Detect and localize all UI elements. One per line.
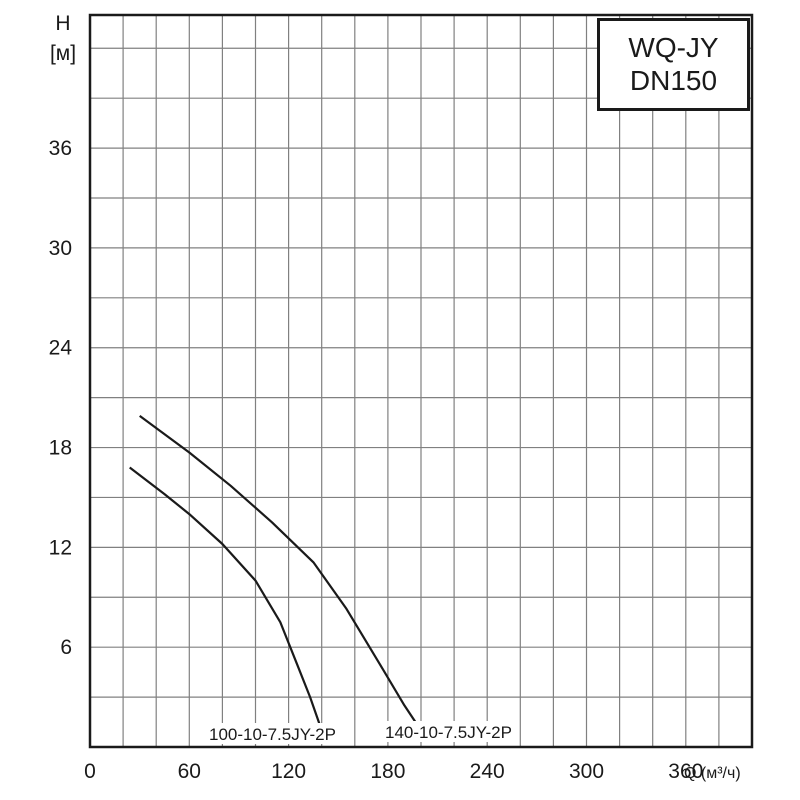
grid-lines: [90, 15, 752, 747]
series-label-background: [207, 723, 338, 744]
y-axis-label-symbol: H: [55, 12, 70, 35]
model-title-line-2: DN150: [629, 64, 718, 96]
y-tick-label: 18: [49, 437, 72, 460]
series-line-1: [139, 415, 422, 732]
y-tick-label: 24: [49, 337, 73, 360]
series-label-1: 140-10-7.5JY-2P: [385, 723, 512, 742]
model-title-box: WQ-JY DN150: [597, 18, 750, 111]
x-tick-label: 120: [271, 760, 306, 783]
series-labels: 100-10-7.5JY-2P 140-10-7.5JY-2P: [207, 721, 514, 744]
y-tick-label: 30: [49, 237, 72, 260]
model-title-line-1: WQ-JY: [628, 32, 719, 64]
x-axis-label: Q (м³/ч): [684, 765, 741, 782]
x-tick-label: 300: [569, 760, 604, 783]
series-label-background: [383, 721, 514, 742]
plot-frame: [88, 13, 754, 749]
y-axis-label-unit: [м]: [50, 42, 76, 65]
x-tick-label: 60: [178, 760, 201, 783]
series-label-0: 100-10-7.5JY-2P: [209, 725, 336, 744]
x-tick-label: 360: [668, 760, 703, 783]
x-tick-label: 180: [370, 760, 405, 783]
y-tick-label: 36: [49, 137, 72, 160]
y-tick-label: 12: [49, 536, 72, 559]
performance-curves: [129, 415, 422, 732]
tick-labels: 0 60 120 180 240 300 360 6 12 18 24 30 36: [49, 137, 704, 783]
y-tick-label: 6: [60, 636, 72, 659]
x-tick-label: 240: [470, 760, 505, 783]
series-line-0: [129, 466, 323, 731]
x-tick-label: 0: [84, 760, 96, 783]
